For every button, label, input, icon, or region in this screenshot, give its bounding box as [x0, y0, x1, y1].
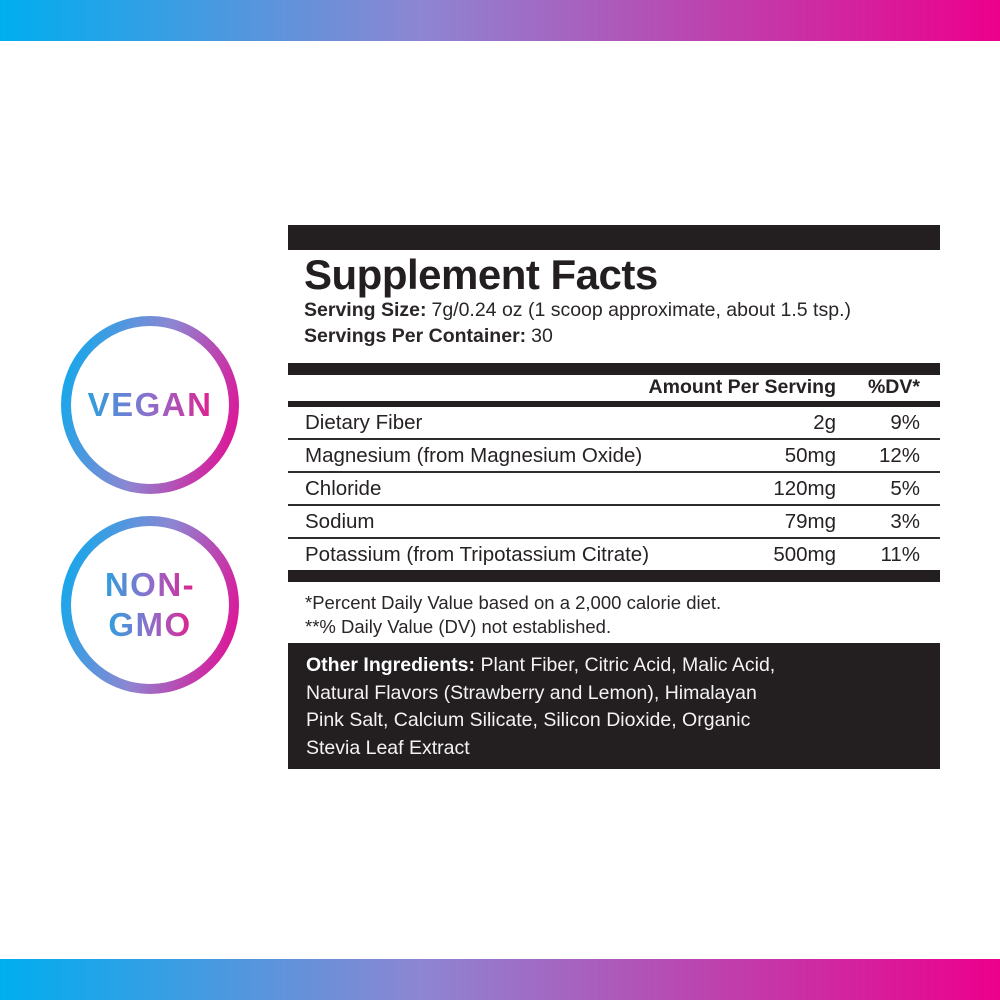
nutrient-name: Chloride: [305, 476, 382, 500]
nutrient-dv: 3%: [890, 509, 920, 533]
table-row: Dietary Fiber 2g 9%: [288, 407, 940, 440]
servings-per-container-line: Servings Per Container: 30: [304, 323, 940, 349]
panel-title: Supplement Facts: [304, 251, 658, 298]
footnote-dv-not-established: **% Daily Value (DV) not established.: [305, 616, 612, 637]
servings-per-container-value: 30: [531, 325, 553, 347]
top-gradient-bar: [0, 0, 1000, 41]
table-row: Potassium (from Tripotassium Citrate) 50…: [288, 539, 940, 570]
table-row: Sodium 79mg 3%: [288, 506, 940, 539]
bottom-gradient-bar: [0, 959, 1000, 1000]
supplement-facts-panel: Supplement Facts Serving Size: 7g/0.24 oz…: [288, 225, 940, 769]
other-ingredients-line1-rest: Plant Fiber, Citric Acid, Malic Acid,: [475, 654, 776, 676]
other-ingredients-line: Stevia Leaf Extract: [306, 736, 470, 759]
nutrient-dv: 5%: [890, 476, 920, 500]
serving-size-line: Serving Size: 7g/0.24 oz (1 scoop approxi…: [304, 297, 940, 323]
table-bottom-black-bar: [288, 570, 940, 582]
amount-per-serving-header: Amount Per Serving: [648, 376, 836, 398]
footnote-daily-value: *Percent Daily Value based on a 2,000 ca…: [305, 592, 722, 613]
nutrient-name: Sodium: [305, 509, 375, 533]
nutrient-amount: 50mg: [784, 443, 836, 467]
table-top-black-bar: [288, 363, 940, 375]
non-gmo-badge: NON- GMO: [61, 516, 239, 694]
nutrient-dv: 9%: [890, 410, 920, 434]
table-row: Magnesium (from Magnesium Oxide) 50mg 12…: [288, 440, 940, 473]
non-gmo-badge-label-line2: GMO: [108, 606, 192, 643]
non-gmo-badge-inner: NON- GMO: [71, 526, 229, 684]
table-header-row: Amount Per Serving %DV*: [288, 375, 940, 407]
footnotes: *Percent Daily Value based on a 2,000 ca…: [288, 582, 940, 643]
other-ingredients-line: Pink Salt, Calcium Silicate, Silicon Dio…: [306, 709, 751, 731]
nutrient-amount: 120mg: [773, 476, 836, 500]
nutrient-name: Potassium (from Tripotassium Citrate): [305, 542, 650, 566]
nutrient-name: Dietary Fiber: [305, 410, 423, 434]
other-ingredients-box: Other Ingredients: Plant Fiber, Citric A…: [288, 643, 940, 769]
serving-size-value: 7g/0.24 oz (1 scoop approximate, about 1…: [431, 299, 851, 321]
vegan-badge-inner: VEGAN: [71, 326, 229, 484]
other-ingredients-line: Other Ingredients: Plant Fiber, Citric A…: [306, 652, 922, 680]
servings-per-container-label: Servings Per Container:: [304, 325, 527, 347]
non-gmo-badge-label-line1: NON-: [104, 566, 196, 603]
other-ingredients-line: Natural Flavors (Strawberry and Lemon), …: [306, 681, 757, 704]
nutrient-amount: 79mg: [784, 509, 836, 533]
serving-size-label: Serving Size:: [304, 299, 427, 321]
nutrient-amount: 2g: [813, 410, 836, 434]
nutrient-amount: 500mg: [773, 542, 836, 566]
nutrient-dv: 11%: [880, 542, 920, 566]
nutrient-dv: 12%: [878, 443, 920, 467]
vegan-badge-label: VEGAN: [87, 386, 213, 423]
nutrient-name: Magnesium (from Magnesium Oxide): [305, 443, 643, 467]
panel-top-black-bar: [288, 225, 940, 250]
other-ingredients-label: Other Ingredients:: [306, 654, 476, 676]
percent-dv-header: %DV*: [867, 376, 920, 398]
vegan-badge: VEGAN: [61, 316, 239, 494]
table-row: Chloride 120mg 5%: [288, 473, 940, 506]
